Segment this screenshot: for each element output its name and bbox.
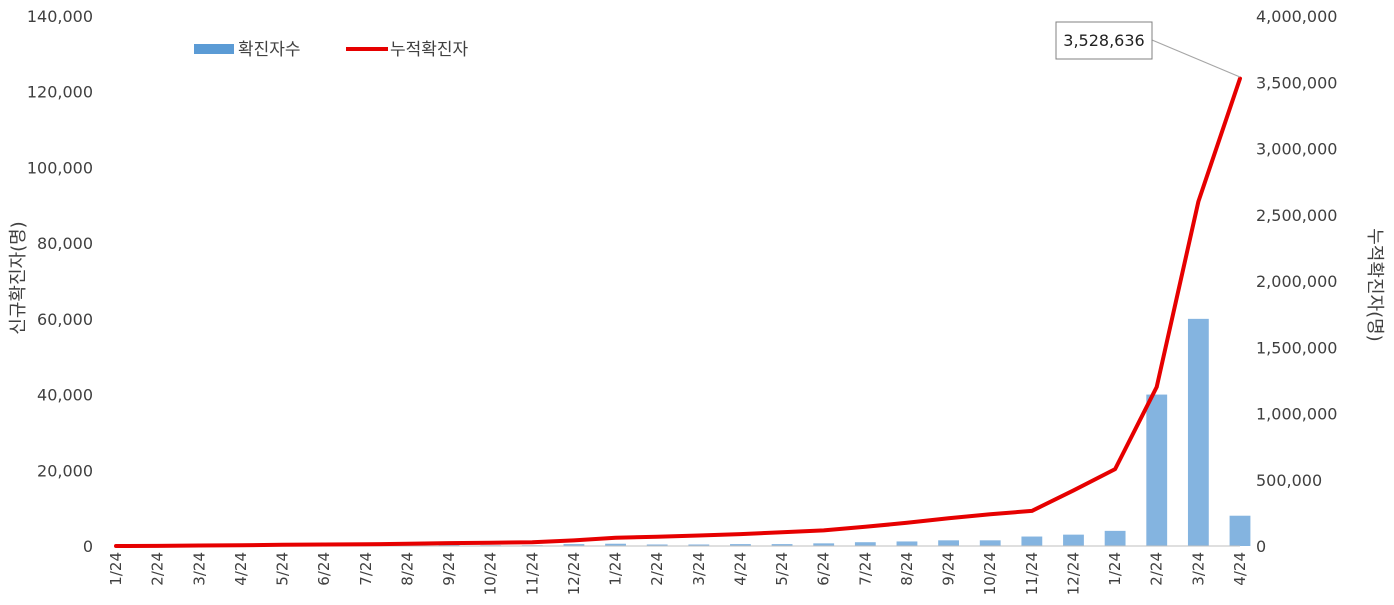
x-tick-label: 2/24 — [648, 552, 666, 586]
right-axis-ticks: 0 500,000 1,000,000 1,500,000 2,000,000 2,500… — [1256, 7, 1337, 556]
daily-cases-bar — [938, 540, 959, 546]
right-tick-label: 3,500,000 — [1256, 73, 1337, 92]
x-tick-label: 4/24 — [232, 552, 250, 586]
daily-cases-bar — [1063, 534, 1084, 546]
x-tick-label: 11/24 — [523, 552, 541, 595]
x-tick-label: 1/24 — [1106, 552, 1124, 586]
right-axis-title: 누적확진자(명) — [1364, 228, 1385, 341]
x-tick-label: 7/24 — [856, 552, 874, 586]
legend: 확진자수 누적확진자 — [194, 40, 469, 60]
x-tick-label: 5/24 — [773, 552, 791, 586]
x-tick-label: 3/24 — [690, 552, 708, 586]
x-tick-label: 6/24 — [815, 552, 833, 586]
daily-cases-bar — [813, 543, 835, 546]
left-tick-label: 0 — [83, 537, 93, 556]
x-tick-label: 2/24 — [1148, 552, 1166, 586]
x-tick-label: 3/24 — [190, 552, 208, 586]
x-tick-label: 1/24 — [107, 552, 125, 586]
daily-cases-bar — [1021, 536, 1043, 546]
left-tick-label: 120,000 — [27, 83, 93, 102]
left-tick-label: 140,000 — [27, 7, 93, 26]
daily-cases-bar — [979, 540, 1001, 546]
daily-cases-bar — [854, 542, 876, 546]
legend-swatch-daily-cases — [194, 44, 234, 54]
x-tick-label: 9/24 — [940, 552, 958, 586]
callout-value: 3,528,636 — [1063, 31, 1144, 50]
x-tick-label: 5/24 — [274, 552, 292, 586]
x-tick-label: 8/24 — [398, 552, 416, 586]
left-axis-ticks: 0 20,000 40,000 60,000 80,000 100,000 120,000 1… — [27, 7, 93, 556]
left-axis-title: 신규확진자(명) — [8, 221, 29, 334]
daily-cases-bar — [896, 541, 918, 546]
x-tick-label: 10/24 — [482, 552, 500, 595]
x-tick-label: 12/24 — [1064, 552, 1082, 595]
callout-box — [1055, 21, 1153, 60]
daily-cases-bar — [605, 543, 626, 546]
daily-cases-bar — [688, 544, 710, 546]
x-tick-label: 2/24 — [149, 552, 167, 586]
daily-cases-bar — [438, 544, 460, 546]
daily-cases-bar — [730, 544, 751, 546]
left-tick-label: 80,000 — [37, 234, 93, 253]
daily-cases-bar — [771, 544, 793, 546]
cumulative-cases-line — [114, 76, 1242, 548]
legend-label-daily-cases: 확진자수 — [238, 40, 301, 60]
x-tick-label: 6/24 — [315, 552, 333, 586]
daily-cases-bar — [563, 544, 585, 546]
x-tick-label: 1/24 — [607, 552, 625, 586]
daily-cases-bars — [147, 318, 1251, 546]
left-tick-label: 60,000 — [37, 310, 93, 329]
right-tick-label: 1,000,000 — [1256, 405, 1337, 424]
right-tick-label: 0 — [1256, 537, 1266, 556]
x-tick-label: 9/24 — [440, 552, 458, 586]
right-tick-label: 500,000 — [1256, 471, 1322, 490]
x-tick-label: 4/24 — [1231, 552, 1249, 586]
right-tick-label: 1,500,000 — [1256, 338, 1337, 357]
x-tick-label: 3/24 — [1189, 552, 1207, 586]
daily-cases-bar — [1229, 515, 1251, 546]
left-tick-label: 20,000 — [37, 461, 93, 480]
x-tick-label: 8/24 — [898, 552, 916, 586]
daily-cases-bar — [1146, 394, 1168, 546]
x-axis-ticks: 1/24 2/24 3/24 4/24 5/24 6/24 7/24 8/24 9/24 10/2… — [107, 552, 1249, 595]
legend-label-cumulative: 누적확진자 — [390, 40, 469, 60]
x-tick-label: 12/24 — [565, 552, 583, 595]
daily-cases-bar — [1187, 318, 1209, 546]
x-tick-label: 11/24 — [1023, 552, 1041, 595]
daily-cases-bar — [1104, 530, 1126, 546]
x-tick-label: 7/24 — [357, 552, 375, 586]
callout-leader-line — [1151, 39, 1241, 78]
right-tick-label: 3,000,000 — [1256, 140, 1337, 159]
right-tick-label: 2,000,000 — [1256, 272, 1337, 291]
left-tick-label: 100,000 — [27, 158, 93, 177]
endpoint-callout: 3,528,636 — [1055, 21, 1241, 78]
right-tick-label: 2,500,000 — [1256, 206, 1337, 225]
left-tick-label: 40,000 — [37, 386, 93, 405]
x-tick-label: 4/24 — [731, 552, 749, 586]
right-tick-label: 4,000,000 — [1256, 7, 1337, 26]
daily-cases-bar — [646, 544, 668, 546]
x-tick-label: 10/24 — [981, 552, 999, 595]
